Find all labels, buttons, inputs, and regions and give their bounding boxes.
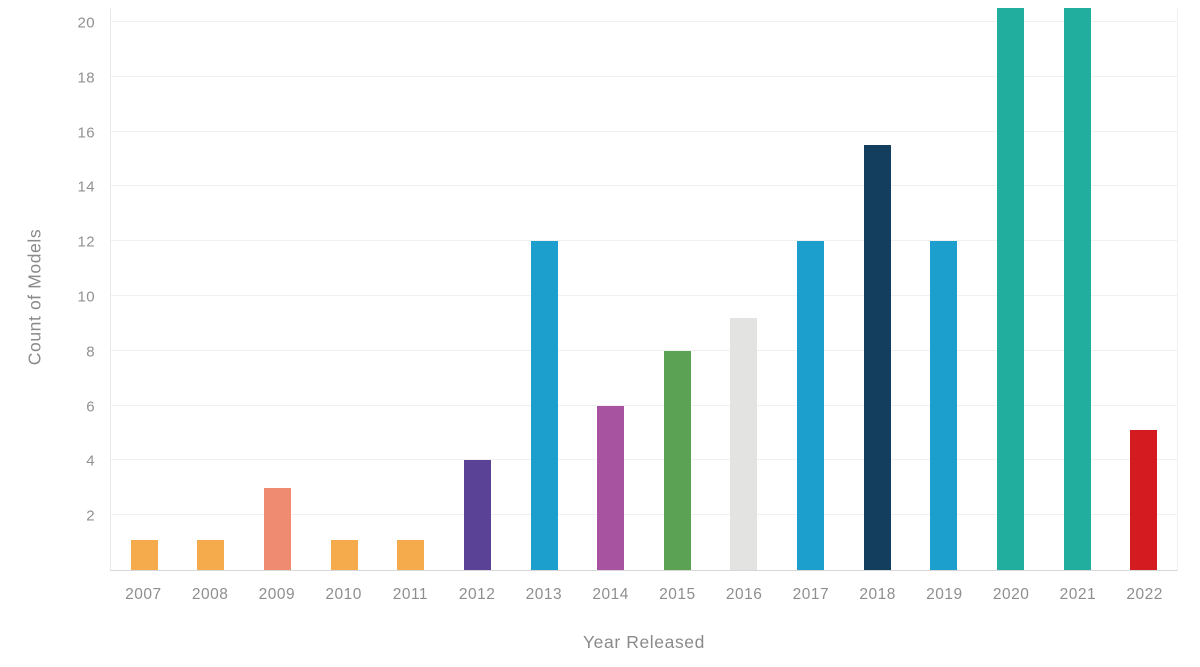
bar-2021	[1063, 8, 1091, 570]
gridline-4	[111, 459, 1177, 461]
gridline-20	[111, 21, 1177, 23]
x-tick-label-2016: 2016	[725, 586, 763, 603]
bar-slot-2016	[711, 8, 778, 570]
x-tick-label-2014: 2014	[592, 586, 629, 603]
bar-slot-2010	[311, 8, 378, 570]
y-tick-label-18: 18	[77, 69, 95, 87]
x-tick-label-2011: 2011	[392, 586, 429, 603]
y-axis-ticks: 2 4 6 8 10 12 14 16 18 20	[0, 8, 102, 571]
y-tick-label-4: 4	[86, 452, 95, 470]
x-tick-label-2009: 2009	[258, 586, 296, 603]
x-tick-label-2018: 2018	[859, 586, 896, 603]
x-tick-label-2022: 2022	[1126, 586, 1163, 603]
bar-2014	[597, 405, 625, 570]
x-axis-title: Year Released	[583, 632, 705, 652]
bar-slot-2018	[844, 8, 911, 570]
bar-slot-2011	[378, 8, 445, 570]
bar-2010	[330, 539, 358, 570]
x-tick-label-2021: 2021	[1059, 586, 1097, 603]
gridline-10	[111, 295, 1177, 297]
bar-slot-2007	[111, 8, 178, 570]
bar-slot-2021	[1044, 8, 1111, 570]
y-tick-label-20: 20	[77, 14, 95, 32]
bar-2016	[730, 317, 758, 570]
x-tick-label-2010: 2010	[325, 586, 362, 603]
y-tick-label-10: 10	[77, 288, 95, 306]
gridline-16	[111, 130, 1177, 132]
gridline-14	[111, 185, 1177, 187]
bars-container	[111, 8, 1177, 570]
gridline-6	[111, 404, 1177, 406]
x-tick-label-2019: 2019	[926, 586, 963, 603]
x-axis-ticks: 2007 2008 2009 2010 2011 2012 2013 2014 2015 2016…	[110, 586, 1178, 604]
bar-2013	[530, 241, 558, 570]
bar-slot-2022	[1110, 8, 1177, 570]
x-tick-label-2015: 2015	[659, 586, 696, 603]
bar-slot-2019	[911, 8, 978, 570]
x-tick-label-2007: 2007	[125, 586, 162, 603]
bar-slot-2017	[777, 8, 844, 570]
bar-slot-2013	[511, 8, 578, 570]
gridline-8	[111, 349, 1177, 351]
x-tick-label-2012: 2012	[458, 586, 496, 603]
gridline-2	[111, 514, 1177, 516]
y-tick-label-2: 2	[86, 507, 95, 525]
y-tick-label-12: 12	[77, 233, 95, 251]
bar-2022	[1130, 430, 1158, 570]
gridline-12	[111, 240, 1177, 242]
bar-2009	[264, 487, 292, 570]
bar-slot-2009	[244, 8, 311, 570]
bar-2008	[197, 539, 225, 570]
bar-2011	[397, 539, 425, 570]
bar-2007	[130, 539, 158, 570]
bar-slot-2014	[577, 8, 644, 570]
x-tick-label-2008: 2008	[191, 586, 229, 603]
x-tick-label-2017: 2017	[792, 586, 830, 603]
x-tick-label-2020: 2020	[992, 586, 1030, 603]
bar-2018	[863, 145, 891, 570]
gridline-18	[111, 75, 1177, 77]
y-tick-label-14: 14	[77, 178, 95, 196]
plot-area	[110, 8, 1178, 571]
bar-2015	[663, 350, 691, 570]
bar-slot-2008	[178, 8, 245, 570]
y-tick-label-8: 8	[86, 343, 95, 361]
bar-slot-2012	[444, 8, 511, 570]
bar-2020	[996, 8, 1024, 570]
y-tick-label-6: 6	[86, 398, 95, 416]
bar-slot-2015	[644, 8, 711, 570]
bar-2019	[930, 241, 958, 570]
bar-2012	[463, 460, 491, 570]
y-tick-label-16: 16	[77, 124, 95, 142]
bar-2017	[797, 241, 825, 570]
bar-slot-2020	[977, 8, 1044, 570]
x-tick-label-2013: 2013	[525, 586, 563, 603]
